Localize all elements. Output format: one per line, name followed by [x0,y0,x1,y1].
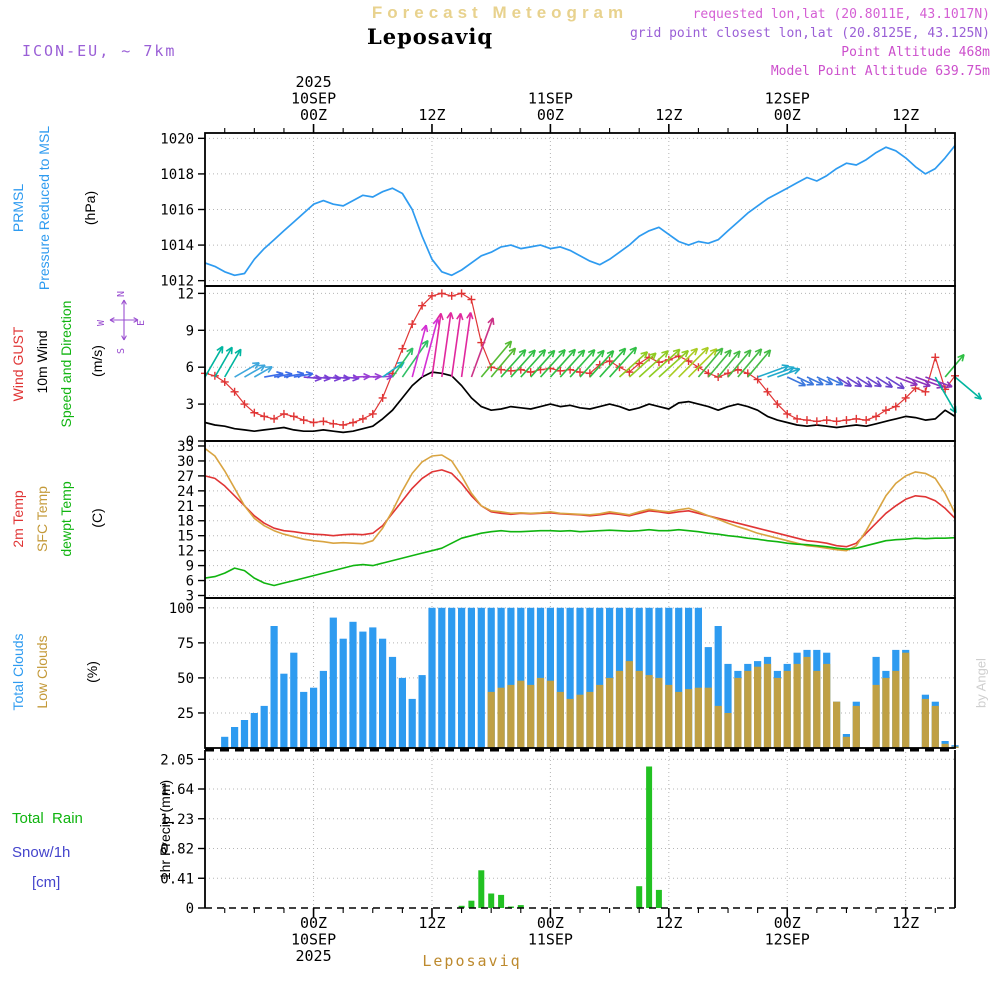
svg-text:00Z: 00Z [774,106,801,124]
svg-text:30: 30 [177,454,194,470]
svg-text:0: 0 [186,434,194,450]
svg-text:9: 9 [186,323,194,339]
svg-text:6: 6 [186,360,194,376]
svg-text:15: 15 [177,529,194,545]
svg-text:0: 0 [186,901,194,917]
svg-text:W: W [96,319,107,326]
svg-text:1012: 1012 [160,274,194,290]
model-label: ICON-EU, ~ 7km [22,42,177,60]
svg-text:1.23: 1.23 [160,812,194,828]
grid-point-coords: grid point closest lon,lat (20.8125E, 43… [629,26,990,41]
svg-text:10SEP: 10SEP [291,931,336,949]
svg-text:N: N [116,291,127,297]
model-point-altitude: Model Point Altitude 639.75m [770,64,990,79]
snow-units-label: [cm] [32,874,61,891]
svg-text:12Z: 12Z [892,914,919,932]
svg-text:10SEP: 10SEP [291,90,336,108]
svg-text:2.05: 2.05 [160,752,194,768]
svg-text:21: 21 [177,499,194,515]
svg-text:1020: 1020 [160,131,194,147]
svg-text:S: S [116,348,127,354]
svg-text:0.41: 0.41 [160,871,194,887]
svg-text:6: 6 [186,574,194,590]
svg-text:00Z: 00Z [300,106,327,124]
svg-text:E: E [136,320,147,326]
svg-text:100: 100 [169,601,194,617]
svg-text:12: 12 [177,286,194,302]
requested-coords: requested lon,lat (20.8011E, 43.1017N) [692,7,990,22]
svg-text:25: 25 [177,706,194,722]
svg-text:11SEP: 11SEP [528,931,573,949]
svg-text:12Z: 12Z [655,914,682,932]
svg-text:12Z: 12Z [418,106,445,124]
svg-text:1018: 1018 [160,167,194,183]
svg-text:2025: 2025 [295,73,331,91]
svg-text:00Z: 00Z [537,914,564,932]
svg-text:12SEP: 12SEP [765,90,810,108]
svg-text:9: 9 [186,559,194,575]
header-meta: requested lon,lat (20.8011E, 43.1017N) g… [630,5,990,81]
svg-text:1016: 1016 [160,203,194,219]
svg-text:12Z: 12Z [655,106,682,124]
svg-text:75: 75 [177,636,194,652]
svg-text:00Z: 00Z [774,914,801,932]
svg-text:12: 12 [177,544,194,560]
svg-text:2025: 2025 [295,947,331,965]
station-title: Leposaviq [366,24,494,49]
snow-label: Snow/1h [12,844,71,861]
watermark: by Angel [973,658,989,708]
svg-text:1014: 1014 [160,238,194,254]
svg-text:12Z: 12Z [892,106,919,124]
page-title: Forecast Meteogram [371,3,629,22]
svg-text:00Z: 00Z [300,914,327,932]
svg-text:27: 27 [177,469,194,485]
svg-text:0.82: 0.82 [160,842,194,858]
svg-text:12SEP: 12SEP [765,931,810,949]
svg-text:50: 50 [177,671,194,687]
svg-text:33: 33 [177,439,194,455]
svg-text:00Z: 00Z [537,106,564,124]
svg-text:24: 24 [177,484,194,500]
svg-text:18: 18 [177,514,194,530]
total-rain-label: Total Rain [12,810,83,827]
svg-text:12Z: 12Z [418,914,445,932]
svg-text:3: 3 [186,397,194,413]
footer-station: Leposaviq [422,952,522,970]
svg-text:1.64: 1.64 [160,782,194,798]
svg-text:11SEP: 11SEP [528,90,573,108]
point-altitude: Point Altitude 468m [841,45,990,60]
svg-text:3: 3 [186,589,194,605]
